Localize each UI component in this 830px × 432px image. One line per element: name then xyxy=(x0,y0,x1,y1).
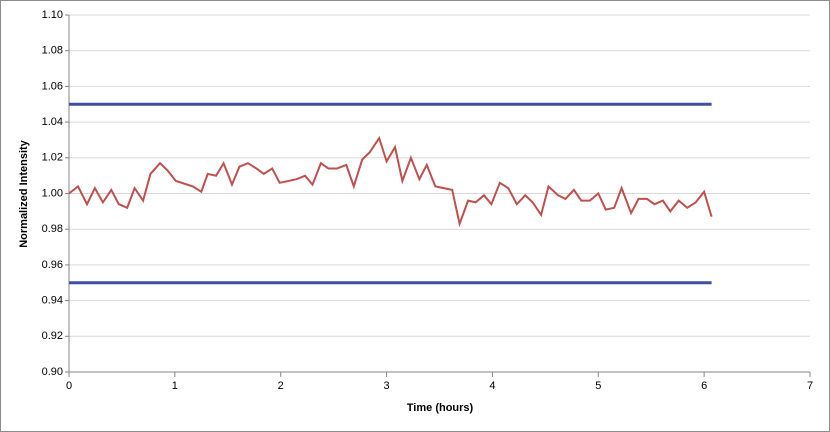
x-tick-label: 6 xyxy=(701,380,707,392)
y-axis-label: Normalized Intensity xyxy=(18,139,30,247)
y-tick-label: 1.04 xyxy=(42,116,63,128)
x-axis-label: Time (hours) xyxy=(407,402,474,414)
x-tick-label: 2 xyxy=(278,380,284,392)
y-tick-label: 0.94 xyxy=(42,295,63,307)
x-tick-label: 1 xyxy=(172,380,178,392)
y-tick-label: 0.92 xyxy=(42,330,63,342)
line-series xyxy=(68,135,713,228)
y-tick-label: 0.98 xyxy=(42,223,63,235)
y-tick-label: 0.90 xyxy=(42,366,63,378)
y-tick-label: 0.96 xyxy=(42,259,63,271)
y-tick-label: 1.02 xyxy=(42,152,63,164)
y-tick-label: 1.10 xyxy=(42,9,63,21)
y-tick-label: 1.06 xyxy=(42,80,63,92)
x-tick-label: 7 xyxy=(807,380,813,392)
x-tick-label: 3 xyxy=(384,380,390,392)
x-tick-label: 5 xyxy=(595,380,601,392)
x-tick-label: 4 xyxy=(489,380,495,392)
x-tick-label: 0 xyxy=(66,380,72,392)
y-tick-label: 1.08 xyxy=(42,45,63,57)
y-tick-label: 1.00 xyxy=(42,187,63,199)
